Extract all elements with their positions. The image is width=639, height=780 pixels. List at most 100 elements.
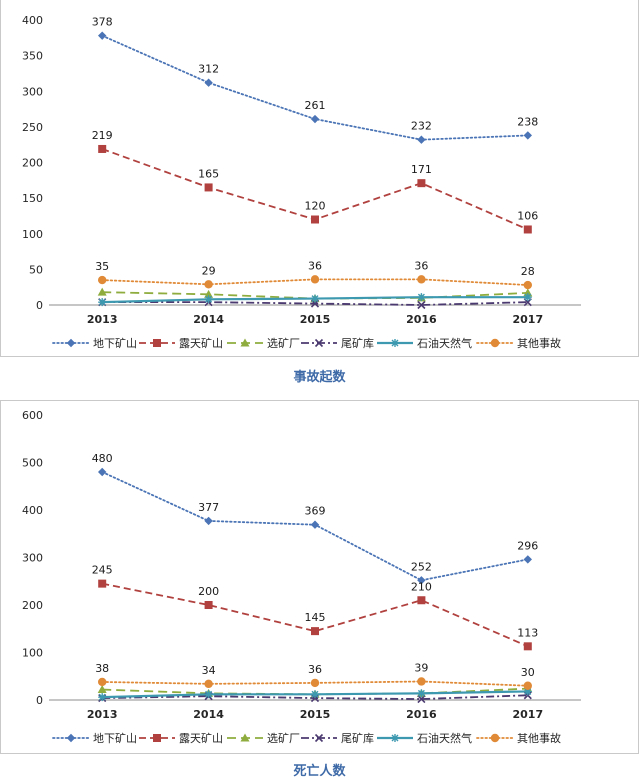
legend-label: 其他事故 <box>517 731 561 745</box>
y-tick-label: 500 <box>22 457 43 470</box>
series-6: 38 34 36 39 30 <box>95 661 535 690</box>
data-label: 30 <box>521 666 535 679</box>
series-line <box>102 582 529 648</box>
y-tick-label: 300 <box>22 85 43 98</box>
legend-label: 选矿厂 <box>267 337 300 350</box>
y-tick-label: 200 <box>22 157 43 170</box>
data-label: 29 <box>202 264 216 277</box>
legend-marker <box>66 338 76 348</box>
x-tick-label: 2015 <box>300 708 331 721</box>
data-label: 245 <box>92 564 113 577</box>
data-point <box>523 681 532 690</box>
series-line <box>101 278 529 286</box>
data-point <box>310 114 320 124</box>
data-label: 38 <box>95 662 109 675</box>
data-point <box>204 295 213 304</box>
legend-marker <box>490 733 500 743</box>
series-line <box>101 680 529 687</box>
y-tick-label: 350 <box>22 50 43 63</box>
data-label: 296 <box>517 539 538 552</box>
legend-label: 地下矿山 <box>93 732 137 745</box>
data-point <box>98 677 107 687</box>
legend-label: 露天矿山 <box>179 732 223 745</box>
data-point <box>417 677 426 686</box>
y-tick-label: 300 <box>22 552 43 565</box>
data-point <box>204 280 213 289</box>
y-tick-label: 150 <box>22 192 43 205</box>
legend-label: 露天矿山 <box>179 337 223 350</box>
data-label: 36 <box>308 663 322 676</box>
data-point <box>98 144 107 153</box>
data-point <box>311 627 319 636</box>
data-point <box>417 179 426 188</box>
series-5 <box>98 293 532 307</box>
legend: 地下矿山 露天矿山 选矿厂 尾矿库 石油天然气 其他事故 <box>52 336 561 350</box>
data-label: 210 <box>411 580 432 593</box>
data-label: 377 <box>198 501 219 514</box>
data-point <box>204 679 213 689</box>
data-point <box>417 596 426 605</box>
data-label: 36 <box>308 259 322 272</box>
data-label: 35 <box>95 260 109 273</box>
series-2: 219 165 120 171 106 <box>92 129 538 234</box>
legend-label: 地下矿山 <box>93 337 137 350</box>
x-tick-label: 2017 <box>512 708 543 721</box>
data-label: 369 <box>305 505 326 518</box>
legend-marker <box>391 734 399 742</box>
data-label: 219 <box>92 129 113 142</box>
y-tick-label: 100 <box>22 228 43 241</box>
y-tick-label: 200 <box>22 599 43 612</box>
data-label: 261 <box>305 99 326 112</box>
x-tick-label: 2014 <box>193 313 224 326</box>
legend-label: 选矿厂 <box>267 732 300 745</box>
legend-marker <box>314 338 324 348</box>
y-tick-label: 0 <box>36 299 43 312</box>
data-point <box>417 293 426 302</box>
data-point <box>97 685 107 694</box>
y-tick-label: 400 <box>22 14 43 27</box>
x-tick-label: 2014 <box>193 708 224 721</box>
data-label: 252 <box>411 560 432 573</box>
legend-label: 石油天然气 <box>417 336 472 350</box>
legend-label: 其他事故 <box>517 336 561 350</box>
data-label: 113 <box>517 626 538 639</box>
data-point <box>523 280 532 290</box>
data-point <box>204 690 213 699</box>
data-point <box>204 516 213 526</box>
data-point <box>417 689 426 698</box>
death-count-chart-caption: 死亡人数 <box>293 764 346 779</box>
series-2: 245 200 145 210 113 <box>92 564 538 651</box>
accident-count-chart: 0 50 100 150 200 250 300 350 400 2013 2014 2015 2016… <box>0 0 639 357</box>
x-tick-label: 2015 <box>300 313 331 326</box>
y-tick-label: 600 <box>22 409 43 422</box>
death-count-chart: 0 100 200 300 400 500 600 2013 2014 2015 2016 2017 4… <box>0 400 639 754</box>
data-point <box>310 678 320 688</box>
data-point <box>523 555 532 564</box>
data-label: 36 <box>414 259 428 272</box>
data-point <box>98 467 107 477</box>
y-tick-label: 100 <box>22 647 43 660</box>
legend-marker <box>391 339 399 347</box>
data-point <box>204 183 213 192</box>
legend-marker <box>490 338 500 348</box>
data-point <box>98 693 107 702</box>
data-point <box>98 579 107 588</box>
data-point <box>98 298 107 307</box>
legend-marker <box>240 733 250 742</box>
data-point <box>204 78 213 87</box>
series-5 <box>98 687 532 702</box>
data-point <box>417 694 426 704</box>
data-point <box>98 275 107 285</box>
y-tick-label: 250 <box>22 121 43 134</box>
series-1: 480 377 369 252 296 <box>92 452 538 585</box>
accident-count-chart-caption: 事故起数 <box>293 370 346 385</box>
series-6: 35 29 36 36 28 <box>95 259 535 290</box>
data-point <box>204 289 214 298</box>
data-label: 378 <box>92 16 113 29</box>
legend-marker <box>153 339 161 347</box>
accident-count-chart-svg: 0 50 100 150 200 250 300 350 400 2013 2014 2015 2016… <box>22 14 581 350</box>
legend-marker <box>240 338 250 347</box>
legend-marker <box>314 733 324 743</box>
data-point <box>311 215 319 224</box>
x-tick-label: 2016 <box>406 313 437 326</box>
